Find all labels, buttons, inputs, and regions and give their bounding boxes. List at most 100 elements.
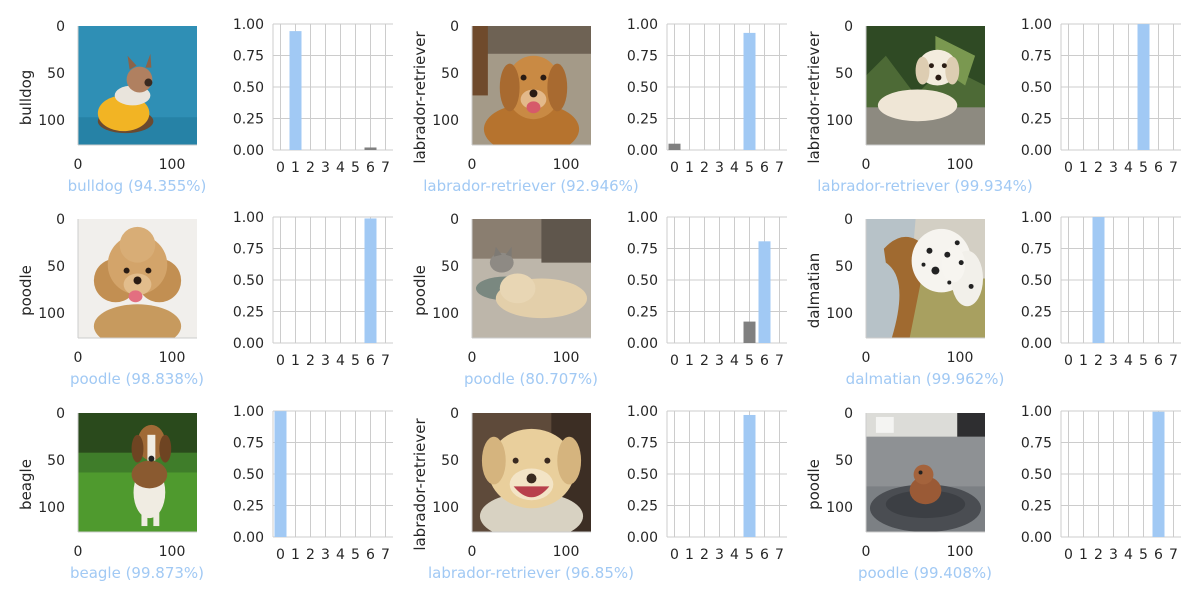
image-x-tick-label: 100: [947, 350, 974, 366]
bar-x-tick-label: 1: [291, 547, 300, 563]
bar-x-tick-label: 7: [775, 353, 784, 369]
dog-photo-golden-retriever-on-gravel: [472, 26, 591, 145]
bar-y-tick-label: 0.00: [627, 143, 658, 159]
image-x-tick-label: 100: [159, 157, 186, 173]
bar-x-tick-label: 5: [351, 547, 360, 563]
bar-x-tick-label: 6: [760, 547, 769, 563]
bar-y-tick-label: 1.00: [1021, 404, 1052, 420]
probability-bar-subplot: 0.00 0.25 0.50 0.75 1.00 0 1 2 3 4 5 6 7: [627, 210, 787, 369]
prediction-caption: poodle (80.707%): [464, 370, 598, 388]
bar-y-tick-label: 1.00: [627, 404, 658, 420]
bar-x-tick-label: 5: [351, 353, 360, 369]
true-label: labrador-retriever: [411, 30, 429, 163]
image-y-tick-label: 0: [56, 406, 65, 422]
image-y-tick-label: 0: [844, 212, 853, 228]
bar-y-tick-label: 0.75: [627, 49, 658, 65]
bar-y-tick-label: 0.50: [627, 467, 658, 483]
bar-x-tick-label: 1: [291, 160, 300, 176]
image-x-tick-label: 0: [468, 350, 477, 366]
probability-bar-subplot: 0.00 0.25 0.50 0.75 1.00 0 1 2 3 4 5 6 7: [1021, 17, 1181, 176]
bar-y-tick-label: 0.25: [233, 305, 264, 321]
bar-x-tick-label: 7: [381, 547, 390, 563]
image-x-tick-label: 100: [947, 544, 974, 560]
image-y-tick-label: 100: [38, 500, 65, 516]
true-label: labrador-retriever: [805, 30, 823, 163]
probability-bar-class-1: [289, 31, 302, 150]
image-y-tick-label: 100: [38, 306, 65, 322]
image-y-tick-label: 50: [441, 453, 459, 469]
bar-x-tick-label: 0: [1064, 353, 1073, 369]
bar-y-tick-label: 0.75: [233, 242, 264, 258]
prediction-caption: labrador-retriever (99.934%): [817, 177, 1033, 195]
image-x-tick-label: 100: [159, 350, 186, 366]
bar-x-tick-label: 3: [715, 160, 724, 176]
image-y-tick-label: 50: [441, 66, 459, 82]
bar-y-tick-label: 0.00: [233, 336, 264, 352]
bar-x-tick-label: 2: [700, 160, 709, 176]
image-y-tick-label: 50: [47, 259, 65, 275]
bar-y-tick-label: 0.00: [233, 530, 264, 546]
bar-x-tick-label: 5: [745, 547, 754, 563]
bar-y-tick-label: 0.50: [1021, 273, 1052, 289]
bar-y-tick-label: 0.50: [233, 273, 264, 289]
bar-y-tick-label: 0.75: [1021, 242, 1052, 258]
bar-x-tick-label: 6: [366, 353, 375, 369]
bar-y-tick-label: 1.00: [233, 210, 264, 226]
probability-bar-class-5: [1137, 24, 1150, 150]
bar-y-tick-label: 0.25: [627, 499, 658, 515]
bar-x-tick-label: 0: [276, 160, 285, 176]
bar-x-tick-label: 0: [276, 547, 285, 563]
bar-y-tick-label: 0.25: [1021, 499, 1052, 515]
bar-y-tick-label: 1.00: [1021, 17, 1052, 33]
bar-y-tick-label: 0.75: [1021, 49, 1052, 65]
bar-x-tick-label: 1: [685, 547, 694, 563]
bar-x-tick-label: 1: [291, 353, 300, 369]
image-x-tick-label: 0: [468, 157, 477, 173]
bar-x-tick-label: 6: [1154, 547, 1163, 563]
probability-bar-class-6: [364, 218, 377, 343]
dog-photo-smiling-labrador-closeup: [472, 413, 591, 532]
bar-x-tick-label: 2: [306, 547, 315, 563]
bar-x-tick-label: 7: [381, 160, 390, 176]
bar-x-tick-label: 3: [1109, 353, 1118, 369]
image-y-tick-label: 100: [826, 306, 853, 322]
bar-y-tick-label: 1.00: [627, 17, 658, 33]
prediction-caption: labrador-retriever (92.946%): [423, 177, 639, 195]
bar-y-tick-label: 1.00: [233, 17, 264, 33]
image-y-tick-label: 100: [432, 306, 459, 322]
image-y-tick-label: 0: [56, 19, 65, 35]
bar-y-tick-label: 0.25: [233, 499, 264, 515]
bar-x-tick-label: 0: [670, 160, 679, 176]
bar-x-tick-label: 6: [760, 160, 769, 176]
image-x-tick-label: 100: [553, 157, 580, 173]
image-y-tick-label: 100: [432, 113, 459, 129]
dog-photo-labrador-puppy-lying-by-plants: [866, 26, 985, 145]
probability-bar-subplot: 0.00 0.25 0.50 0.75 1.00 0 1 2 3 4 5 6 7: [1021, 404, 1181, 563]
bar-x-tick-label: 5: [745, 353, 754, 369]
image-x-tick-label: 0: [468, 544, 477, 560]
bar-x-tick-label: 3: [321, 160, 330, 176]
bar-x-tick-label: 3: [321, 547, 330, 563]
bar-x-tick-label: 6: [760, 353, 769, 369]
true-label: poodle: [411, 265, 429, 316]
image-y-tick-label: 0: [450, 212, 459, 228]
bar-x-tick-label: 7: [381, 353, 390, 369]
bar-x-tick-label: 3: [321, 353, 330, 369]
bar-y-tick-label: 0.50: [627, 80, 658, 96]
prediction-caption: labrador-retriever (96.85%): [428, 564, 634, 582]
bar-y-tick-label: 0.00: [627, 336, 658, 352]
bar-y-tick-label: 0.75: [627, 436, 658, 452]
bar-y-tick-label: 0.00: [1021, 336, 1052, 352]
bar-y-tick-label: 0.00: [1021, 143, 1052, 159]
bar-x-tick-label: 6: [1154, 160, 1163, 176]
